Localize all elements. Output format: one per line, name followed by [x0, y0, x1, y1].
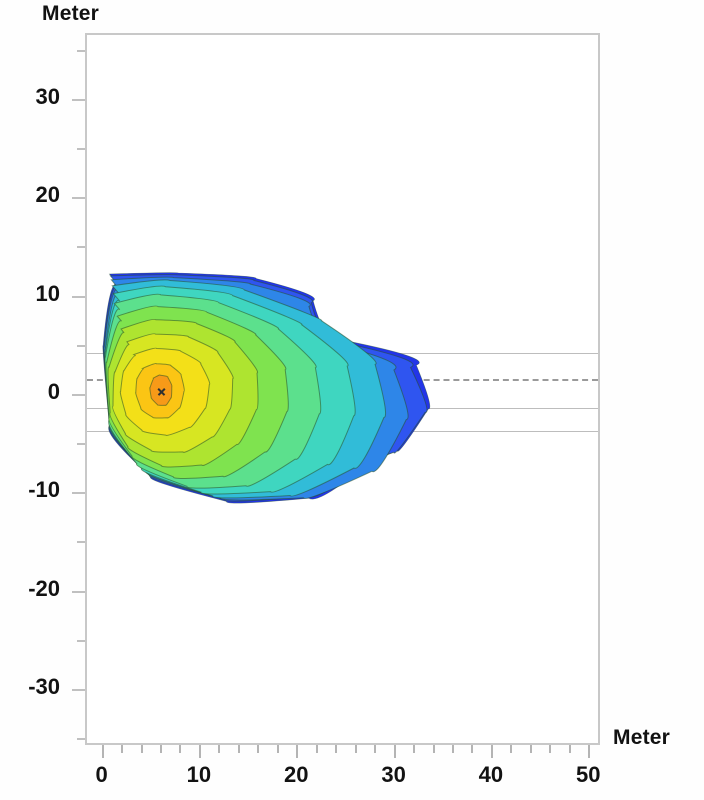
- y-tick-major: [72, 197, 85, 200]
- y-axis-title: Meter: [42, 2, 100, 25]
- x-tick-major: [588, 745, 591, 758]
- y-tick-minor: [77, 246, 85, 249]
- x-tick-minor: [276, 745, 279, 753]
- y-tick-minor: [77, 148, 85, 151]
- x-tick-label: 30: [381, 762, 406, 787]
- x-tick-major: [296, 745, 299, 758]
- x-tick-minor: [568, 745, 571, 753]
- x-tick-minor: [471, 745, 474, 753]
- x-tick-minor: [121, 745, 124, 753]
- y-tick-major: [72, 295, 85, 298]
- x-tick-minor: [257, 745, 260, 753]
- y-tick-label: -10: [28, 477, 60, 503]
- x-axis-title: Meter: [613, 726, 671, 749]
- x-tick-minor: [413, 745, 416, 753]
- x-tick-minor: [179, 745, 182, 753]
- y-tick-minor: [77, 443, 85, 446]
- x-tick-minor: [529, 745, 532, 753]
- x-tick-minor: [452, 745, 454, 753]
- x-tick-major: [101, 745, 104, 758]
- y-tick-minor: [77, 541, 85, 544]
- x-tick-major: [393, 745, 396, 758]
- y-tick-label: 10: [35, 280, 60, 306]
- x-tick-major: [490, 745, 493, 758]
- x-tick-minor: [510, 745, 513, 753]
- y-tick-minor: [77, 344, 85, 347]
- y-tick-label: 0: [47, 378, 60, 404]
- x-tick-minor: [315, 745, 318, 753]
- y-tick-label: -20: [28, 575, 60, 601]
- x-tick-label: 10: [186, 762, 212, 787]
- x-tick-minor: [354, 745, 357, 753]
- y-tick-major: [72, 393, 85, 396]
- y-tick-major: [72, 492, 85, 495]
- y-tick-label: 20: [35, 182, 60, 208]
- x-tick-minor: [335, 745, 338, 753]
- x-tick-minor: [549, 745, 552, 753]
- x-tick-minor: [374, 745, 377, 753]
- plume-contours: [87, 35, 598, 743]
- peak-marker-icon: [157, 387, 166, 396]
- y-tick-label: -30: [28, 673, 60, 699]
- x-tick-label: 0: [95, 762, 108, 787]
- y-tick-minor: [77, 738, 85, 741]
- x-tick-major: [198, 745, 201, 758]
- x-tick-label: 20: [284, 762, 309, 787]
- contour-svg: [102, 272, 431, 504]
- x-tick-minor: [140, 745, 143, 753]
- x-tick-label: 40: [478, 762, 504, 787]
- y-tick-major: [72, 688, 85, 691]
- y-tick-label: 30: [35, 83, 60, 109]
- y-tick-minor: [77, 639, 85, 642]
- x-tick-label: 50: [576, 762, 601, 787]
- y-tick-minor: [77, 49, 85, 52]
- x-tick-minor: [160, 745, 162, 753]
- x-tick-minor: [432, 745, 435, 753]
- y-tick-major: [72, 590, 85, 593]
- y-tick-major: [72, 98, 85, 101]
- plot-area: [87, 35, 598, 743]
- x-tick-minor: [237, 745, 240, 753]
- x-tick-minor: [218, 745, 221, 753]
